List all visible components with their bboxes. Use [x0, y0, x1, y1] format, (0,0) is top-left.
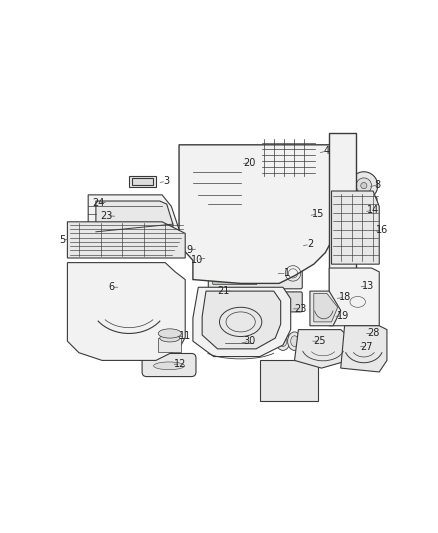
FancyBboxPatch shape: [215, 237, 228, 251]
Text: 12: 12: [174, 359, 187, 369]
Ellipse shape: [279, 336, 287, 346]
Circle shape: [215, 333, 236, 354]
Circle shape: [220, 338, 231, 349]
Text: 15: 15: [311, 209, 324, 219]
Text: 20: 20: [244, 158, 256, 167]
FancyBboxPatch shape: [279, 237, 293, 251]
Circle shape: [223, 341, 228, 346]
Polygon shape: [96, 201, 173, 232]
FancyBboxPatch shape: [208, 234, 302, 254]
Text: 14: 14: [367, 205, 379, 215]
Polygon shape: [193, 287, 291, 357]
Ellipse shape: [186, 245, 195, 250]
Text: 4: 4: [324, 146, 330, 156]
Text: 5: 5: [59, 235, 65, 245]
Circle shape: [247, 338, 258, 349]
Polygon shape: [88, 195, 179, 237]
Text: 24: 24: [92, 198, 104, 207]
Text: 19: 19: [337, 311, 349, 321]
Text: 23: 23: [294, 304, 307, 314]
Ellipse shape: [276, 332, 290, 350]
Polygon shape: [179, 145, 332, 284]
Text: 18: 18: [339, 292, 351, 302]
Polygon shape: [132, 178, 153, 185]
Ellipse shape: [192, 252, 209, 261]
Ellipse shape: [160, 334, 180, 342]
Text: 28: 28: [367, 328, 379, 338]
Ellipse shape: [154, 362, 184, 370]
Circle shape: [251, 341, 255, 346]
Polygon shape: [332, 191, 379, 264]
FancyBboxPatch shape: [231, 237, 244, 251]
Ellipse shape: [288, 332, 301, 350]
FancyBboxPatch shape: [231, 295, 278, 309]
Polygon shape: [158, 338, 181, 352]
Polygon shape: [341, 326, 387, 372]
Text: 1: 1: [284, 269, 290, 278]
FancyBboxPatch shape: [208, 292, 302, 312]
Circle shape: [242, 333, 264, 354]
Ellipse shape: [182, 243, 199, 252]
Circle shape: [258, 270, 266, 277]
Ellipse shape: [196, 254, 205, 259]
Polygon shape: [310, 291, 341, 326]
FancyBboxPatch shape: [305, 206, 346, 217]
Text: 21: 21: [218, 286, 230, 296]
Ellipse shape: [299, 332, 313, 350]
Polygon shape: [294, 329, 352, 368]
FancyBboxPatch shape: [247, 237, 261, 251]
Polygon shape: [129, 175, 156, 187]
Text: 11: 11: [179, 331, 191, 341]
Text: 30: 30: [244, 336, 256, 346]
FancyBboxPatch shape: [328, 197, 377, 208]
Polygon shape: [329, 268, 379, 326]
Polygon shape: [67, 263, 185, 360]
Ellipse shape: [302, 336, 310, 346]
Polygon shape: [67, 222, 185, 258]
Polygon shape: [202, 291, 281, 349]
Text: 2: 2: [307, 239, 313, 249]
Circle shape: [215, 296, 228, 309]
Text: 8: 8: [374, 180, 381, 190]
Text: 10: 10: [191, 255, 203, 264]
Text: 23: 23: [100, 211, 113, 221]
Text: 25: 25: [314, 336, 326, 346]
Text: 3: 3: [163, 176, 169, 186]
Text: 6: 6: [108, 282, 114, 292]
Polygon shape: [193, 147, 240, 214]
Text: 9: 9: [186, 245, 192, 255]
Ellipse shape: [158, 329, 181, 338]
Polygon shape: [260, 360, 318, 401]
Circle shape: [269, 270, 277, 277]
Text: 27: 27: [360, 342, 373, 352]
Polygon shape: [329, 133, 356, 310]
FancyBboxPatch shape: [263, 237, 277, 251]
FancyBboxPatch shape: [212, 261, 257, 285]
Circle shape: [361, 182, 367, 189]
Circle shape: [280, 270, 288, 277]
Text: 16: 16: [376, 225, 389, 235]
FancyBboxPatch shape: [142, 353, 196, 377]
FancyBboxPatch shape: [208, 253, 302, 289]
Ellipse shape: [161, 340, 178, 346]
Circle shape: [350, 172, 378, 199]
Polygon shape: [314, 294, 338, 322]
FancyBboxPatch shape: [342, 293, 374, 311]
Ellipse shape: [291, 336, 298, 346]
Ellipse shape: [163, 345, 177, 350]
Circle shape: [356, 178, 371, 193]
Text: 13: 13: [362, 281, 374, 290]
